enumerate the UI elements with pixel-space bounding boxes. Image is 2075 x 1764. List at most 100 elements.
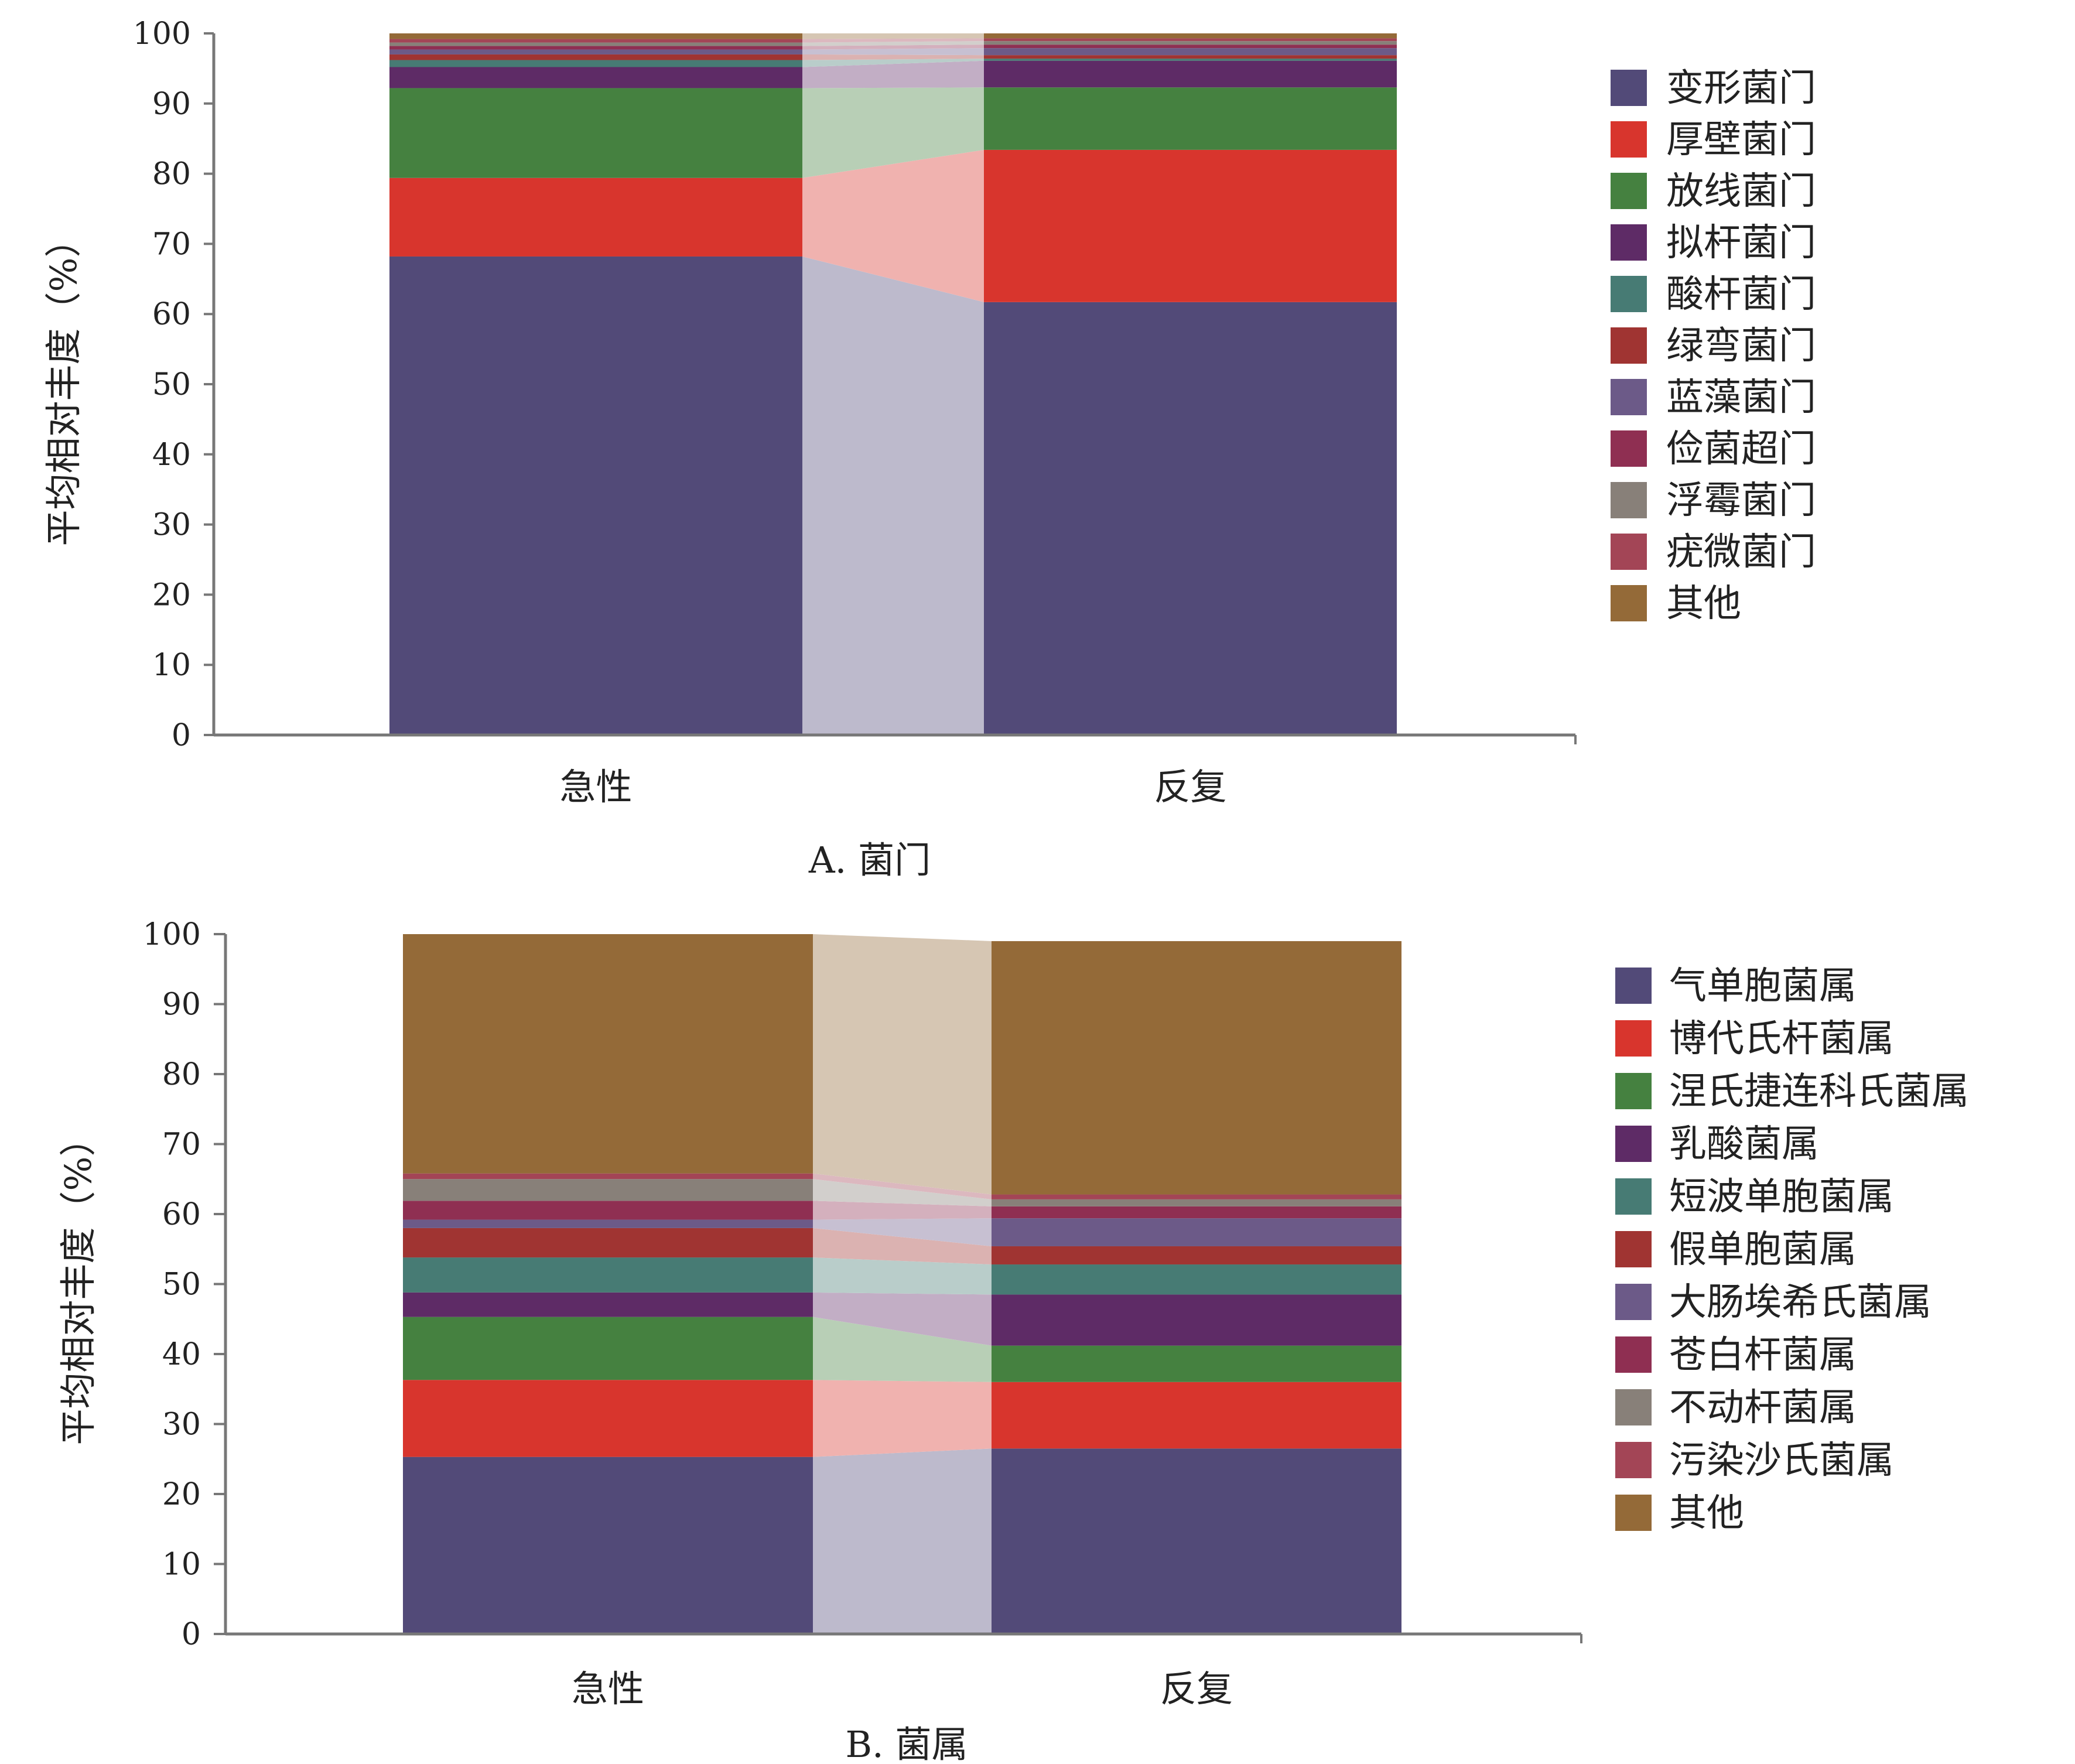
bar-segment (992, 1199, 1401, 1206)
connector-band (813, 1317, 992, 1382)
legend-label: 博代氏杆菌属 (1669, 1017, 1894, 1061)
legend: 变形菌门厚壁菌门放线菌门拟杆菌门酸杆菌门绿弯菌门蓝藻菌门俭菌超门浮霉菌门疣微菌门… (1611, 67, 1816, 625)
bar-segment (389, 256, 802, 735)
bar-segment (403, 1457, 813, 1634)
legend-label: 短波单胞菌属 (1669, 1175, 1894, 1219)
bar-segment (984, 87, 1397, 150)
y-tick-label: 90 (162, 987, 201, 1023)
legend-swatch (1615, 1178, 1652, 1215)
legend-swatch (1611, 276, 1647, 312)
y-tick-label: 20 (162, 1477, 201, 1512)
y-tick-label: 10 (152, 648, 191, 683)
y-tick-label: 30 (162, 1407, 201, 1442)
legend-swatch (1615, 1020, 1652, 1057)
connector-band (802, 33, 984, 39)
stacked-bar (992, 941, 1401, 1634)
legend-swatch (1611, 534, 1647, 570)
legend-label: 俭菌超门 (1666, 428, 1816, 471)
legend-swatch (1615, 1336, 1652, 1373)
connector-band (802, 59, 984, 67)
legend-swatch (1611, 121, 1647, 158)
bar-segment (992, 1246, 1401, 1265)
bar-segment (984, 55, 1397, 59)
y-axis-label: 平均相对丰度（%） (42, 221, 85, 546)
panel-caption: A. 菌门 (808, 839, 931, 881)
bar-segment (992, 1194, 1401, 1199)
panel-caption: B. 菌属 (846, 1723, 968, 1764)
legend-label: 疣微菌门 (1666, 531, 1816, 574)
y-tick-label: 80 (152, 157, 191, 192)
bar-segment (403, 1257, 813, 1293)
connector-band (802, 48, 984, 56)
y-tick-label: 40 (152, 437, 191, 473)
legend-swatch (1615, 968, 1652, 1004)
bar-segment (389, 39, 802, 43)
stacked-bar (389, 33, 802, 735)
y-tick-label: 60 (162, 1197, 201, 1232)
legend-label: 其他 (1666, 582, 1741, 625)
bar-segment (403, 1173, 813, 1180)
bar-segment (389, 67, 802, 88)
connector-band (802, 54, 984, 60)
bar-segment (389, 177, 802, 257)
legend-swatch (1611, 224, 1647, 261)
legend-label: 绿弯菌门 (1666, 324, 1816, 368)
connector-band (802, 87, 984, 178)
legend-label: 厚壁菌门 (1666, 118, 1816, 162)
bar-segment (992, 941, 1401, 1195)
bar-segment (403, 1380, 813, 1457)
connector-band (802, 149, 984, 302)
bar-segment (403, 1201, 813, 1220)
legend-swatch (1615, 1442, 1652, 1478)
bar-segment (992, 1206, 1401, 1219)
connector-band (813, 1201, 992, 1220)
bar-segment (992, 1382, 1401, 1449)
bar-segment (984, 45, 1397, 49)
y-tick-label: 80 (162, 1057, 201, 1092)
legend-label: 假单胞菌属 (1669, 1228, 1857, 1271)
stacked-bar (984, 33, 1397, 735)
bar-segment (389, 33, 802, 39)
legend-swatch (1611, 173, 1647, 209)
legend: 气单胞菌属博代氏杆菌属涅氏捷连科氏菌属乳酸菌属短波单胞菌属假单胞菌属大肠埃希氏菌… (1615, 965, 1969, 1535)
category-label: 反复 (1160, 1667, 1233, 1710)
bar-segment (992, 1294, 1401, 1346)
legend-swatch (1615, 1389, 1652, 1425)
legend-label: 涅氏捷连科氏菌属 (1669, 1070, 1969, 1113)
connector-band (802, 45, 984, 50)
y-tick-label: 100 (143, 917, 201, 952)
y-axis-label: 平均相对丰度（%） (57, 1120, 100, 1445)
connector-band (813, 1228, 992, 1265)
y-tick-label: 10 (162, 1547, 201, 1582)
y-tick-label: 0 (182, 1617, 201, 1652)
connector-band (813, 1292, 992, 1346)
y-tick-label: 30 (152, 508, 191, 543)
y-tick-label: 100 (133, 16, 191, 52)
bar-segment (992, 1345, 1401, 1382)
y-tick-label: 60 (152, 297, 191, 332)
connector-band (813, 934, 992, 1195)
bar-segment (403, 1292, 813, 1317)
legend-label: 浮霉菌门 (1666, 479, 1816, 522)
connector-band (813, 1380, 992, 1457)
legend-swatch (1615, 1231, 1652, 1267)
connector-band (813, 1257, 992, 1295)
connector-bands (813, 934, 992, 1634)
bar-segment (403, 1228, 813, 1258)
connector-band (813, 1179, 992, 1206)
bar-segment (984, 38, 1397, 42)
legend-swatch (1615, 1126, 1652, 1162)
legend-label: 变形菌门 (1666, 67, 1816, 110)
stacked-bar (403, 934, 813, 1634)
y-tick-label: 40 (162, 1337, 201, 1372)
y-tick-label: 50 (152, 367, 191, 402)
bar-segment (403, 1179, 813, 1201)
legend-label: 拟杆菌门 (1666, 221, 1816, 265)
legend-swatch (1615, 1495, 1652, 1531)
connector-band (802, 256, 984, 735)
legend-label: 乳酸菌属 (1669, 1123, 1819, 1166)
y-tick-label: 0 (172, 718, 191, 753)
category-label: 急性 (559, 765, 632, 808)
legend-swatch (1615, 1073, 1652, 1109)
